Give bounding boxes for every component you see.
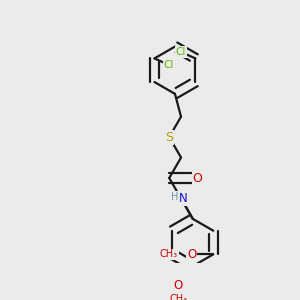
Text: O: O bbox=[174, 279, 183, 292]
Text: S: S bbox=[165, 130, 173, 144]
Text: CH₃: CH₃ bbox=[160, 249, 178, 259]
Text: Cl: Cl bbox=[176, 47, 186, 57]
Text: O: O bbox=[187, 248, 196, 261]
Text: N: N bbox=[179, 192, 188, 205]
Text: O: O bbox=[193, 172, 202, 184]
Text: CH₃: CH₃ bbox=[169, 293, 188, 300]
Text: Cl: Cl bbox=[164, 60, 174, 70]
Text: H: H bbox=[171, 192, 178, 202]
